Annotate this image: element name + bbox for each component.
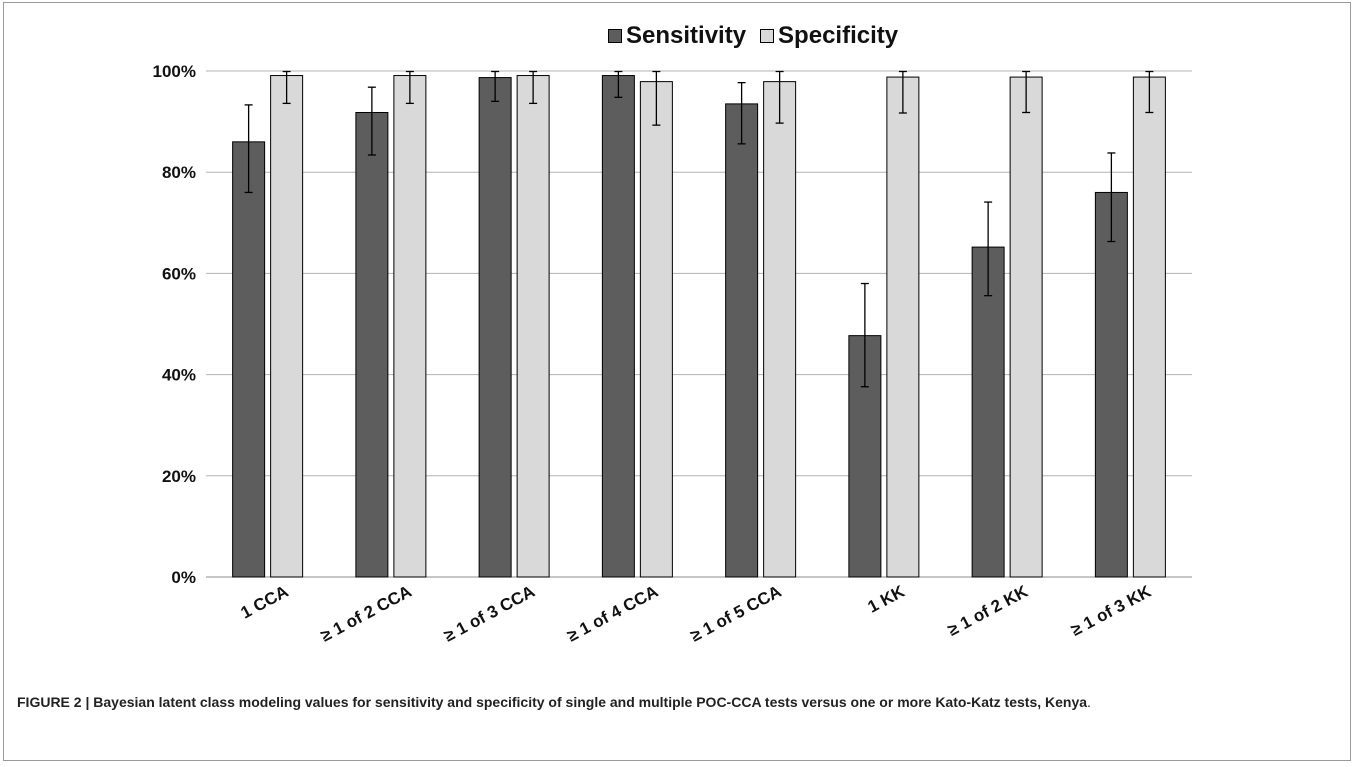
x-tick-label: ≥ 1 of 5 CCA	[687, 582, 784, 646]
x-tick-label: ≥ 1 of 2 CCA	[318, 582, 415, 646]
x-tick-label: 1 KK	[865, 581, 909, 616]
bar-specificity	[270, 75, 304, 578]
bar-chart: 0% 20% 40% 60% 80% 100% 1 CCA ≥ 1 of 2 CCA ≥ 1 o…	[153, 62, 1192, 646]
x-tick-label: ≥ 1 of 4 CCA	[564, 582, 661, 646]
legend-swatch-specificity	[760, 29, 775, 43]
legend-swatch-sensitivity	[608, 29, 622, 43]
bar-sensitivity	[478, 77, 512, 578]
y-tick-label: 80%	[162, 163, 196, 182]
legend-item-sensitivity: Sensitivity	[608, 22, 746, 50]
y-tick-label: 100%	[153, 62, 196, 81]
caption-label: FIGURE 2 |	[17, 694, 94, 710]
bar-sensitivity	[971, 246, 1005, 578]
legend-item-specificity: Specificity	[760, 22, 898, 50]
bar-sensitivity	[355, 111, 389, 578]
x-tick-label: ≥ 1 of 3 KK	[1068, 581, 1155, 639]
legend-label-sensitivity: Sensitivity	[626, 22, 747, 49]
bar-sensitivity	[232, 141, 266, 578]
y-tick-label: 20%	[162, 467, 196, 486]
bar-sensitivity	[725, 103, 759, 578]
bar-sensitivity	[601, 75, 635, 578]
bar-specificity	[639, 81, 673, 578]
x-tick-label: ≥ 1 of 3 CCA	[441, 582, 538, 646]
bar-specificity	[886, 76, 920, 578]
caption-text: Bayesian latent class modeling values fo…	[93, 694, 1088, 710]
legend-label-specificity: Specificity	[778, 22, 899, 49]
caption-end: .	[1087, 694, 1091, 710]
figure-caption: FIGURE 2 | Bayesian latent class modelin…	[17, 690, 1335, 714]
bar-specificity	[393, 75, 427, 578]
y-tick-label: 60%	[162, 264, 196, 283]
bar-specificity	[1009, 76, 1043, 578]
chart-legend: Sensitivity Specificity	[608, 22, 912, 50]
bar-specificity	[516, 75, 550, 578]
y-tick-label: 40%	[162, 366, 196, 385]
bar-specificity	[1132, 76, 1166, 578]
y-tick-label: 0%	[171, 568, 196, 587]
x-tick-label: ≥ 1 of 2 KK	[945, 581, 1032, 639]
x-tick-label: 1 CCA	[238, 582, 292, 623]
bar-sensitivity	[1094, 191, 1128, 578]
bar-specificity	[763, 81, 797, 578]
